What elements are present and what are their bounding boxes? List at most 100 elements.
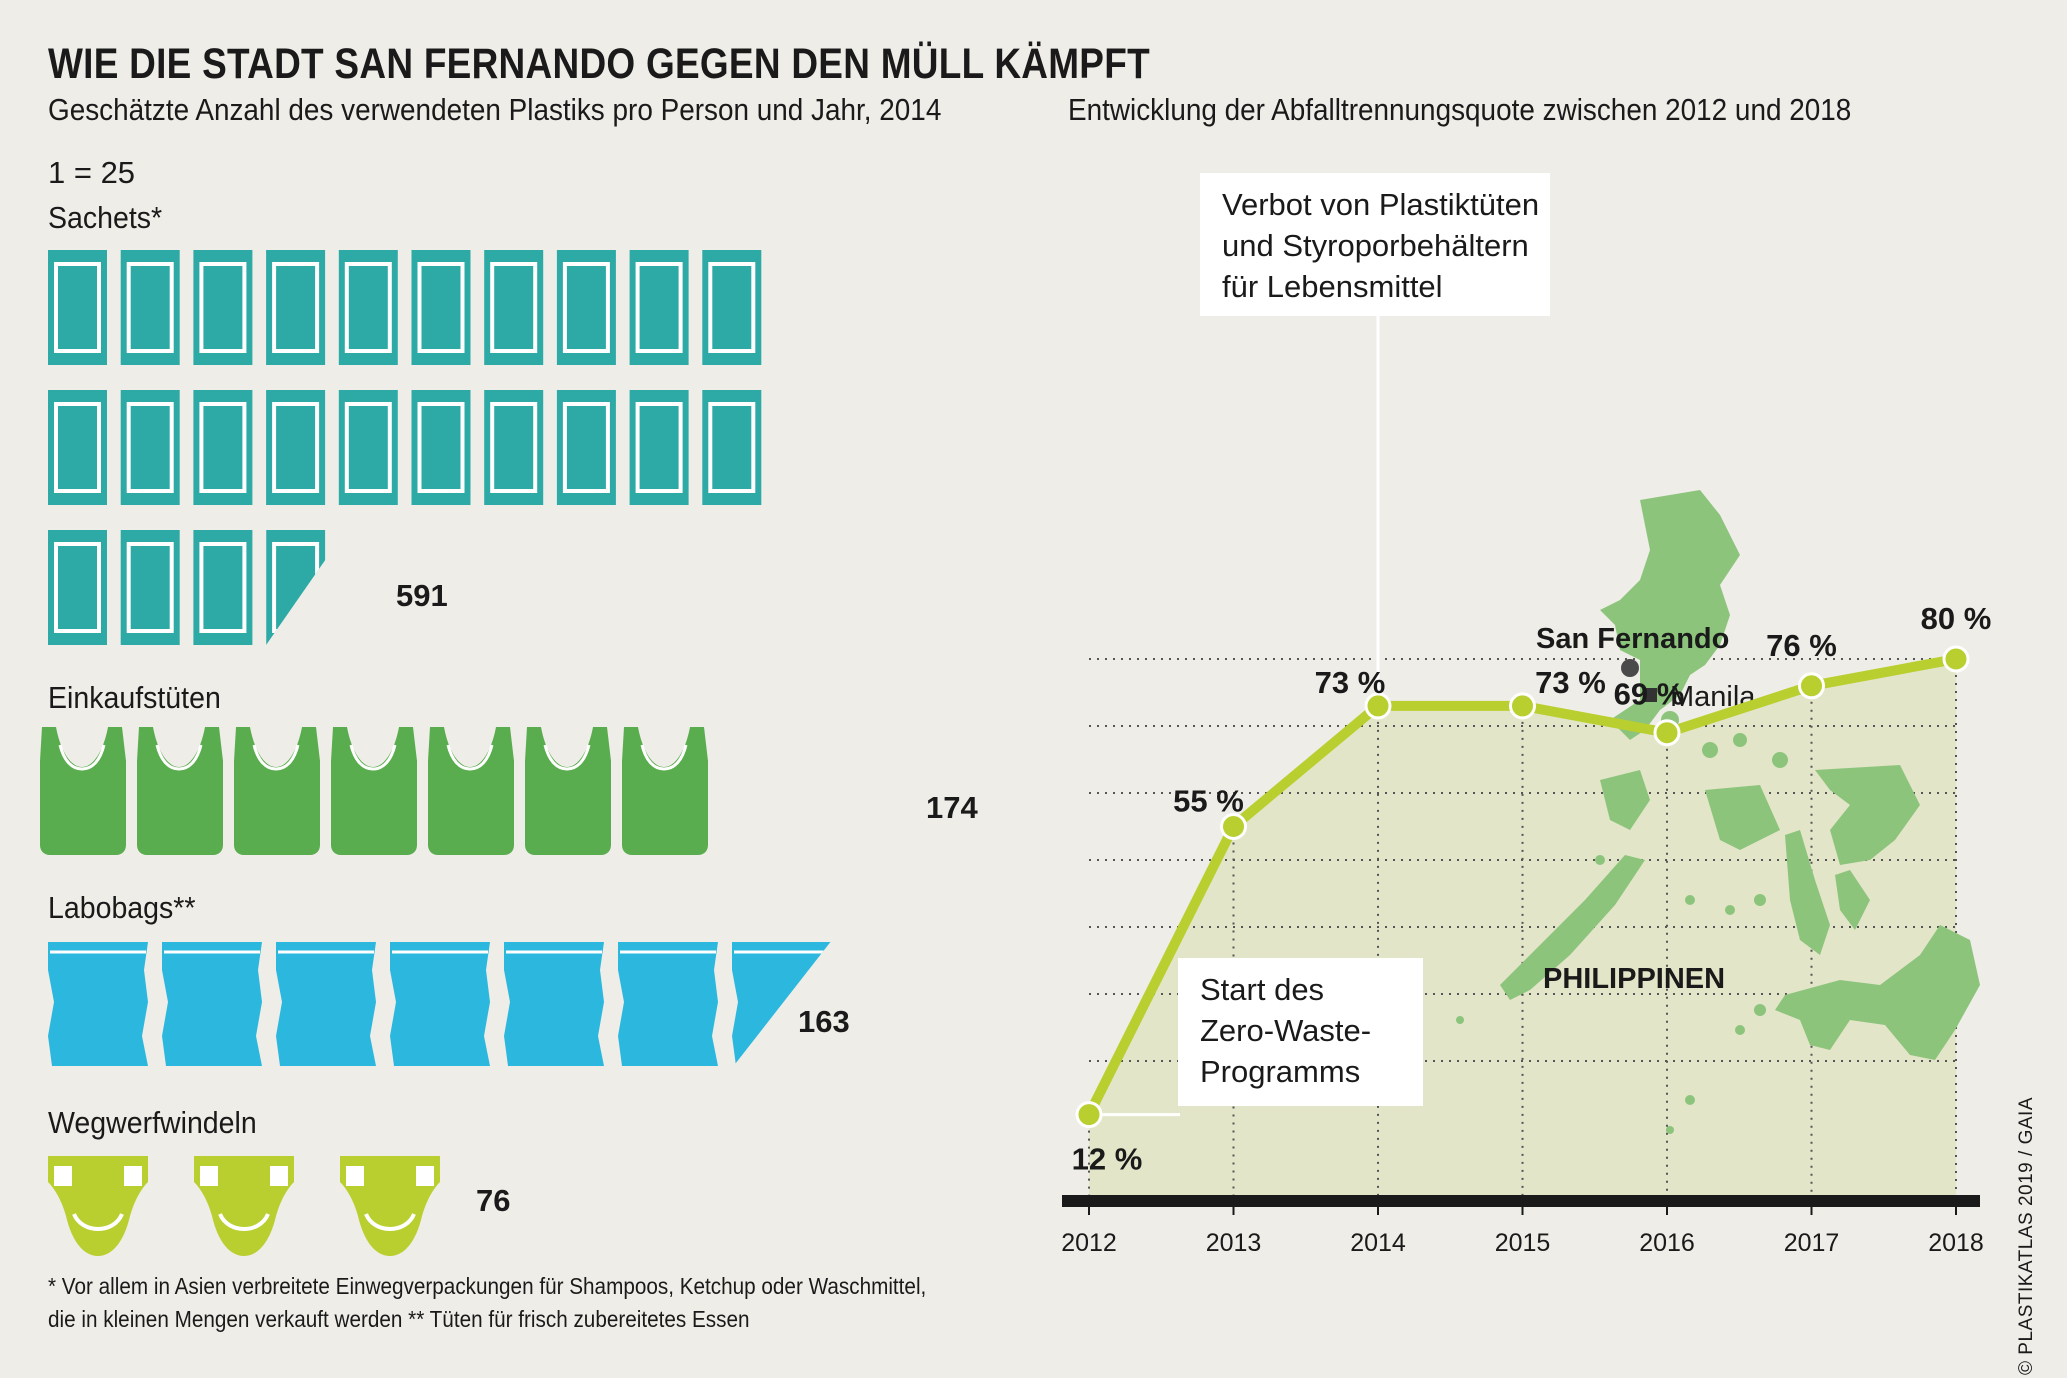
sachet-icon: [484, 390, 544, 505]
shopping-bag-icon: [137, 727, 223, 855]
sachet-icon: [411, 250, 471, 365]
data-point: [1942, 645, 1970, 673]
data-label: 76 %: [1766, 628, 1837, 663]
manila-marker-icon: [1643, 688, 1657, 702]
map-islet: [1735, 1025, 1745, 1035]
x-tick-label: 2013: [1206, 1229, 1262, 1257]
cebu-bohol-island: [1835, 870, 1870, 930]
sachet-icon: [556, 250, 616, 365]
data-label: 69 %: [1614, 677, 1685, 712]
sachet-icon: [629, 250, 689, 365]
x-tick-label: 2017: [1784, 1229, 1840, 1257]
labobag-icon-row: [48, 942, 832, 1066]
data-point: [1509, 692, 1536, 720]
panay-island: [1705, 785, 1780, 850]
sachet-icon: [266, 250, 326, 365]
value-label-wegwerfwindeln: 76: [476, 1183, 511, 1218]
data-point: [1075, 1101, 1103, 1129]
data-point: [1220, 813, 1247, 840]
value-label-einkaufstueten: 174: [926, 790, 978, 825]
x-tick-label: 2018: [1928, 1229, 1984, 1257]
sachet-icon: [338, 250, 398, 365]
map-islet: [1772, 752, 1788, 768]
sachet-icon: [338, 390, 398, 505]
area-line-chart: San Fernando Manila PHILIPPINEN Verbot v…: [1061, 173, 1992, 1257]
diaper-icon: [340, 1156, 440, 1256]
category-label-wegwerfwindeln: Wegwerfwindeln: [48, 1105, 257, 1140]
map-islet: [1702, 742, 1718, 758]
sachet-icon: [120, 530, 180, 645]
country-label: PHILIPPINEN: [1543, 963, 1725, 995]
annotation-ban-line: Verbot von Plastiktüten: [1222, 187, 1539, 222]
annotation-ban-line: und Styroporbehältern: [1222, 228, 1529, 263]
credit: © PLASTIKATLAS 2019 / GAIA: [2016, 1097, 2037, 1375]
sachet-icon: [193, 390, 253, 505]
sachet-icon: [120, 250, 180, 365]
sachet-icon: [702, 250, 762, 365]
sachet-icon: [48, 390, 107, 505]
map-islet: [1754, 894, 1766, 906]
labobag-icon: [162, 942, 262, 1066]
x-tick-label: 2016: [1639, 1229, 1695, 1257]
category-label-sachets: Sachets*: [48, 200, 163, 235]
sachet-icon: [266, 390, 326, 505]
map-islet: [1685, 895, 1695, 905]
data-label: 80 %: [1921, 601, 1992, 636]
map-islet: [1725, 905, 1735, 915]
shopping-bag-icon-row: [40, 727, 708, 855]
philippines-map: San Fernando Manila PHILIPPINEN: [1456, 490, 1980, 1134]
mindoro-island: [1600, 770, 1650, 830]
sachet-icon: [484, 250, 544, 365]
labobag-icon: [732, 942, 832, 1066]
shopping-bag-icon: [331, 727, 417, 855]
map-islet: [1754, 1004, 1766, 1016]
annotation-start-line: Start des: [1200, 972, 1324, 1007]
data-label: 73 %: [1535, 665, 1606, 700]
shopping-bag-icon: [40, 727, 126, 855]
shopping-bag-icon: [428, 727, 514, 855]
value-label-sachets: 591: [396, 578, 448, 613]
luzon-island: [1600, 490, 1740, 740]
shopping-bag-icon: [525, 727, 611, 855]
sachet-icon: [48, 250, 107, 365]
right-subtitle: Entwicklung der Abfalltrennungsquote zwi…: [1068, 92, 1852, 127]
data-point: [1798, 672, 1825, 700]
left-subtitle: Geschätzte Anzahl des verwendeten Plasti…: [48, 92, 942, 127]
diaper-icon: [48, 1156, 148, 1256]
labobag-icon: [618, 942, 718, 1066]
sachet-icon: [266, 530, 326, 645]
data-label: 55 %: [1173, 784, 1244, 819]
city-label-san-fernando: San Fernando: [1536, 623, 1729, 655]
labobag-icon: [48, 942, 148, 1066]
labobag-icon: [504, 942, 604, 1066]
annotation-ban: Verbot von Plastiktüten und Styroporbehäl…: [1200, 173, 1550, 706]
sachet-icon: [556, 390, 616, 505]
labobag-icon: [390, 942, 490, 1066]
x-axis: [1062, 1195, 1980, 1207]
diaper-icon: [194, 1156, 294, 1256]
value-label-labobags: 163: [798, 1004, 850, 1039]
pictogram-chart: [40, 250, 832, 1256]
map-islet: [1685, 1095, 1695, 1105]
map-islet: [1595, 855, 1605, 865]
scale-note: 1 = 25: [48, 155, 136, 190]
annotation-start-line: Zero-Waste-: [1200, 1013, 1371, 1048]
data-label: 73 %: [1315, 665, 1386, 700]
sachet-icon: [120, 390, 180, 505]
annotation-start: Start des Zero-Waste- Programms: [1089, 958, 1423, 1117]
sachet-icon: [411, 390, 471, 505]
diaper-icon-row: [48, 1156, 440, 1256]
x-tick-label: 2014: [1350, 1229, 1406, 1257]
palawan-island: [1500, 855, 1645, 1000]
data-point: [1364, 692, 1392, 720]
data-point: [1653, 719, 1681, 747]
labobag-icon: [276, 942, 376, 1066]
category-label-labobags: Labobags**: [48, 890, 196, 925]
san-fernando-marker-icon: [1621, 659, 1639, 677]
samar-leyte-island: [1815, 765, 1920, 865]
sachet-icon: [629, 390, 689, 505]
x-tick-label: 2015: [1495, 1229, 1551, 1257]
sachet-icon: [193, 250, 253, 365]
map-islet: [1666, 1126, 1674, 1134]
sachet-icon: [193, 530, 253, 645]
